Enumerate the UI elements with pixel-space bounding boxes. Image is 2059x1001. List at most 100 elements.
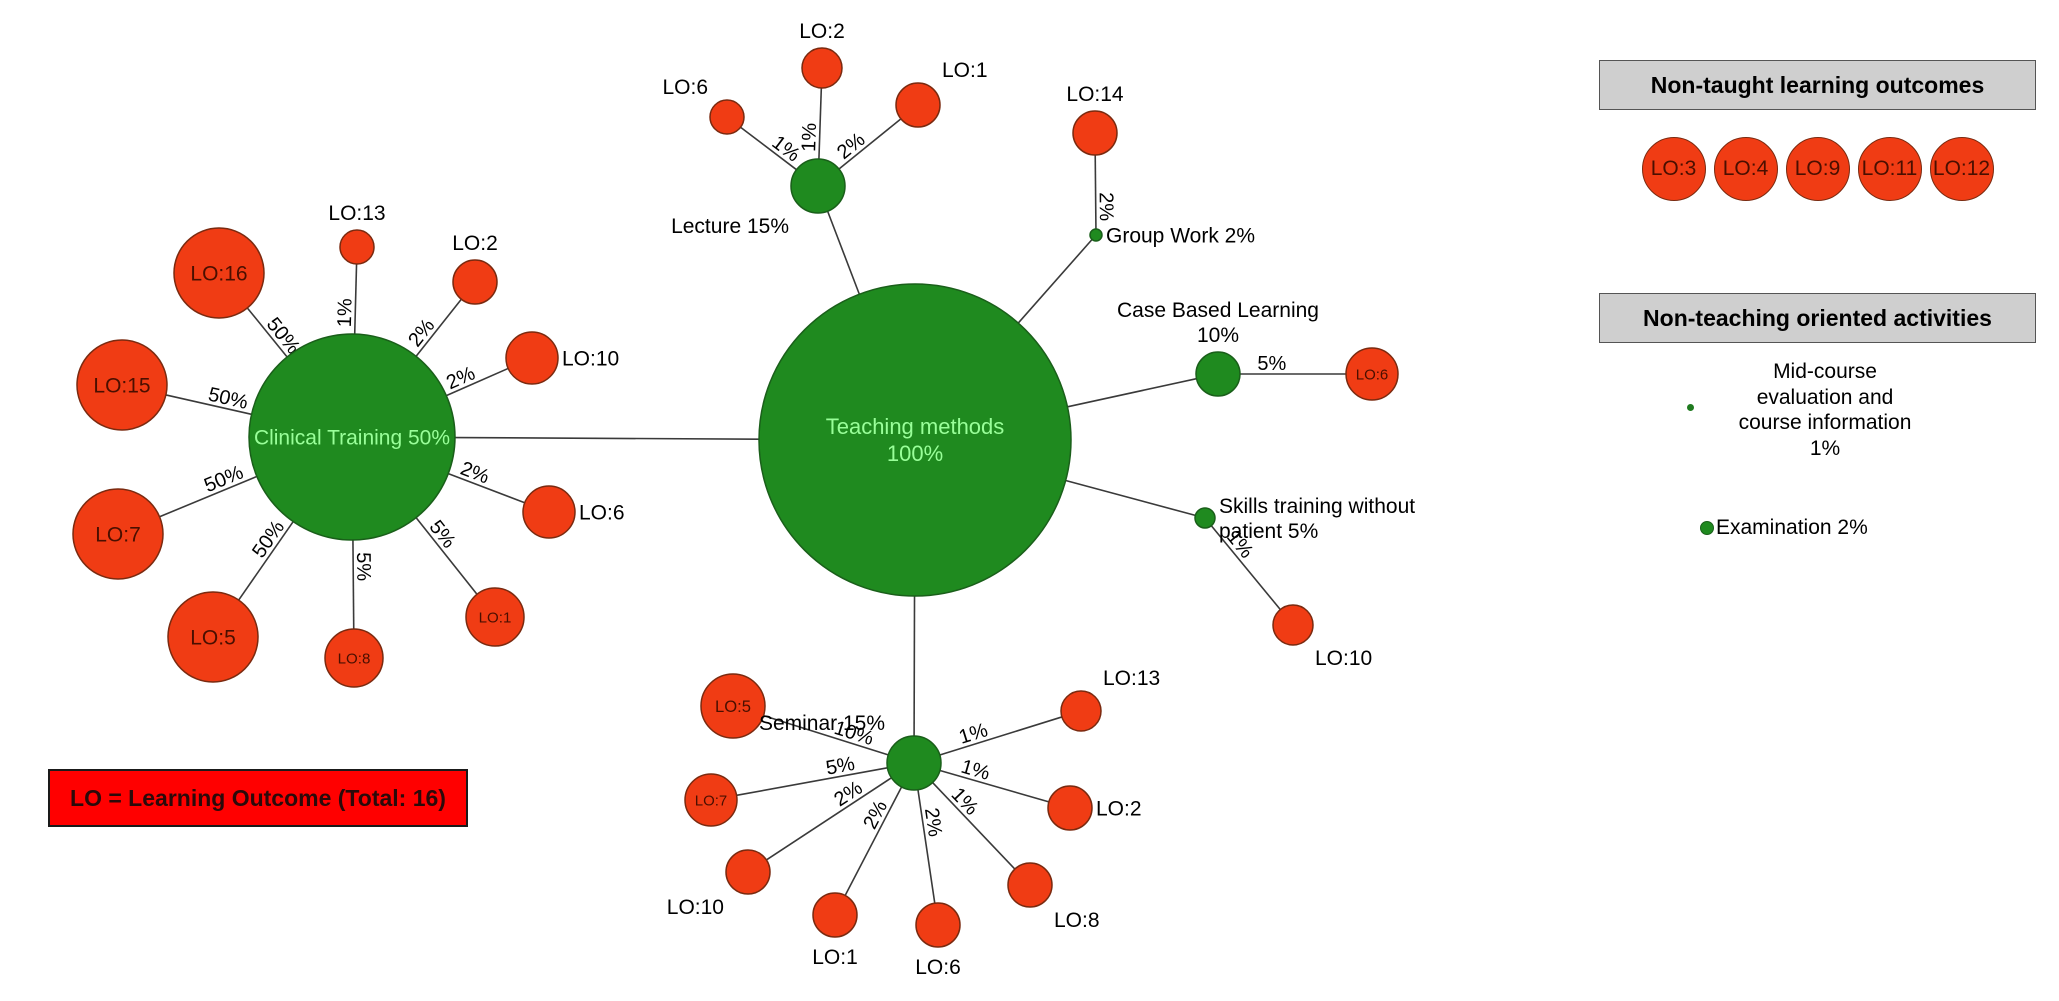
edge-clinical-training-to-LO6-6 bbox=[447, 472, 525, 504]
activity-mid-course-line: evaluation and bbox=[1756, 385, 1894, 409]
node-teaching-methods[interactable] bbox=[758, 283, 1072, 597]
svg-text:LO:2: LO:2 bbox=[452, 232, 498, 255]
outcome-node-lo6-seminar[interactable] bbox=[915, 902, 961, 948]
edge-seminar-to-LO2-6 bbox=[939, 769, 1050, 803]
svg-text:LO:6: LO:6 bbox=[579, 501, 625, 524]
svg-text:LO:16: LO:16 bbox=[190, 262, 247, 285]
activity-mid-course-line: 1% bbox=[1809, 436, 1841, 460]
edge-weight-label: 2% bbox=[833, 128, 869, 163]
legend-non-teaching-header: Non-teaching oriented activities bbox=[1599, 293, 2036, 343]
legend-outcome-lo11[interactable]: LO:11 bbox=[1857, 137, 1922, 201]
learning-outcome-key: LO = Learning Outcome (Total: 16) bbox=[48, 769, 468, 827]
outcome-node-lo10-skills-training[interactable] bbox=[1272, 604, 1314, 646]
edge-seminar-to-LO7-1 bbox=[736, 767, 888, 797]
node-lecture[interactable] bbox=[790, 158, 846, 214]
edge-weight-label-group: 1% bbox=[958, 756, 992, 785]
node-skills-training[interactable] bbox=[1194, 507, 1216, 529]
legend-outcome-lo4[interactable]: LO:4 bbox=[1713, 137, 1778, 201]
outcome-node-lo1-clinical-training[interactable] bbox=[465, 587, 525, 647]
outcome-node-lo13-clinical-training[interactable] bbox=[339, 229, 375, 265]
node-clinical-training[interactable] bbox=[248, 333, 456, 541]
examination-marker-icon bbox=[1700, 521, 1714, 535]
outcome-node-lo6-lecture[interactable] bbox=[709, 99, 745, 135]
edge-teaching-methods-to-clinical-training bbox=[454, 436, 760, 440]
svg-text:LO:7: LO:7 bbox=[695, 792, 728, 809]
outcome-node-lo2-clinical-training[interactable] bbox=[452, 259, 498, 305]
edge-seminar-to-LO13-7 bbox=[939, 716, 1063, 756]
edge-clinical-training-to-LO1-5 bbox=[415, 517, 478, 595]
edge-weight-label: 2% bbox=[859, 797, 892, 833]
outcome-node-lo16-clinical-training[interactable] bbox=[173, 227, 265, 319]
edge-weight-label-group: 2% bbox=[833, 128, 869, 163]
edge-weight-label-group: 1% bbox=[334, 298, 357, 328]
outcome-node-lo8-clinical-training[interactable] bbox=[324, 628, 384, 688]
outcome-node-lo6-case-based-learning[interactable] bbox=[1345, 347, 1399, 401]
legend-outcome-lo3[interactable]: LO:3 bbox=[1641, 137, 1706, 201]
edge-weight-label: 2% bbox=[404, 315, 439, 351]
outcome-node-lo5-clinical-training[interactable] bbox=[167, 591, 259, 683]
svg-text:Seminar 15%: Seminar 15% bbox=[759, 712, 885, 735]
edge-weight-label-group: 1% bbox=[798, 122, 821, 152]
edge-skills-training-to-LO10-0 bbox=[1210, 525, 1281, 611]
legend-non-taught-title: Non-taught learning outcomes bbox=[1650, 71, 1985, 98]
svg-text:LO:10: LO:10 bbox=[667, 896, 724, 919]
edge-seminar-to-LO6-4 bbox=[917, 789, 936, 904]
edge-weight-label-group: 50% bbox=[248, 517, 289, 563]
outcome-node-lo13-seminar[interactable] bbox=[1060, 690, 1102, 732]
legend-outcome-label: LO:4 bbox=[1722, 157, 1769, 180]
outcome-node-lo5-seminar[interactable] bbox=[700, 673, 766, 739]
legend-outcome-lo12[interactable]: LO:12 bbox=[1929, 137, 1994, 201]
activity-examination: Examination 2% bbox=[1716, 516, 1868, 539]
outcome-node-lo14-group-work[interactable] bbox=[1072, 110, 1118, 156]
outcome-node-lo15-clinical-training[interactable] bbox=[76, 339, 168, 431]
edge-teaching-methods-to-lecture bbox=[826, 210, 861, 295]
node-group-work[interactable] bbox=[1089, 228, 1103, 242]
edge-clinical-training-to-LO5-3 bbox=[238, 521, 294, 601]
activity-mid-course-line: Mid-course bbox=[1773, 360, 1877, 383]
edge-weight-label: 2% bbox=[1095, 192, 1117, 221]
nodes-layer bbox=[72, 47, 1399, 948]
outcome-node-lo10-clinical-training[interactable] bbox=[505, 331, 559, 385]
edge-seminar-to-LO5-0 bbox=[763, 714, 889, 756]
outcome-node-lo1-lecture[interactable] bbox=[895, 82, 941, 128]
svg-text:LO:6: LO:6 bbox=[662, 76, 708, 99]
edges-layer bbox=[159, 87, 1346, 904]
edge-clinical-training-to-LO10-7 bbox=[445, 367, 509, 397]
svg-text:Clinical Training 50%: Clinical Training 50% bbox=[254, 426, 450, 449]
outcome-node-lo8-seminar[interactable] bbox=[1007, 862, 1053, 908]
edge-weight-label: 5% bbox=[425, 516, 460, 552]
edge-group-work-to-LO14-0 bbox=[1094, 154, 1097, 230]
svg-text:LO:8: LO:8 bbox=[338, 650, 371, 667]
edge-weight-label-group: 5% bbox=[1257, 353, 1286, 375]
edge-weight-label-group: 2% bbox=[920, 806, 946, 838]
node-case-based-learning[interactable] bbox=[1195, 351, 1241, 397]
svg-text:Group Work 2%: Group Work 2% bbox=[1106, 224, 1255, 247]
edge-seminar-to-LO10-2 bbox=[765, 777, 892, 861]
activity-mid-course-evaluation: Mid-course evaluation and course informati… bbox=[1660, 359, 1990, 461]
edge-clinical-training-to-LO8-4 bbox=[352, 539, 355, 630]
edge-lecture-to-LO6-0 bbox=[740, 126, 797, 171]
outcome-node-lo2-seminar[interactable] bbox=[1047, 785, 1093, 831]
outcome-node-lo1-seminar[interactable] bbox=[812, 892, 858, 938]
outcome-node-lo7-seminar[interactable] bbox=[684, 773, 738, 827]
svg-text:LO:13: LO:13 bbox=[328, 202, 385, 225]
svg-text:LO:8: LO:8 bbox=[1054, 909, 1100, 932]
edge-seminar-to-LO8-5 bbox=[932, 782, 1016, 870]
legend-outcome-lo9[interactable]: LO:9 bbox=[1785, 137, 1850, 201]
outcome-node-lo2-lecture[interactable] bbox=[801, 47, 843, 89]
node-seminar[interactable] bbox=[886, 735, 942, 791]
edge-lecture-to-LO1-2 bbox=[838, 118, 902, 170]
edge-weight-label: 50% bbox=[206, 384, 250, 414]
svg-text:Teaching methods: Teaching methods bbox=[826, 414, 1005, 439]
edge-teaching-methods-to-skills-training bbox=[1065, 479, 1196, 517]
edge-teaching-methods-to-case-based-learning bbox=[1067, 377, 1197, 408]
svg-text:LO:10: LO:10 bbox=[562, 347, 619, 370]
outcome-node-lo7-clinical-training[interactable] bbox=[72, 488, 164, 580]
outcome-node-lo6-clinical-training[interactable] bbox=[522, 485, 576, 539]
edge-seminar-to-LO1-3 bbox=[844, 786, 903, 896]
edge-weight-label: 2% bbox=[457, 458, 492, 489]
legend-non-taught-header: Non-taught learning outcomes bbox=[1599, 60, 2036, 110]
outcome-node-lo10-seminar[interactable] bbox=[725, 849, 771, 895]
